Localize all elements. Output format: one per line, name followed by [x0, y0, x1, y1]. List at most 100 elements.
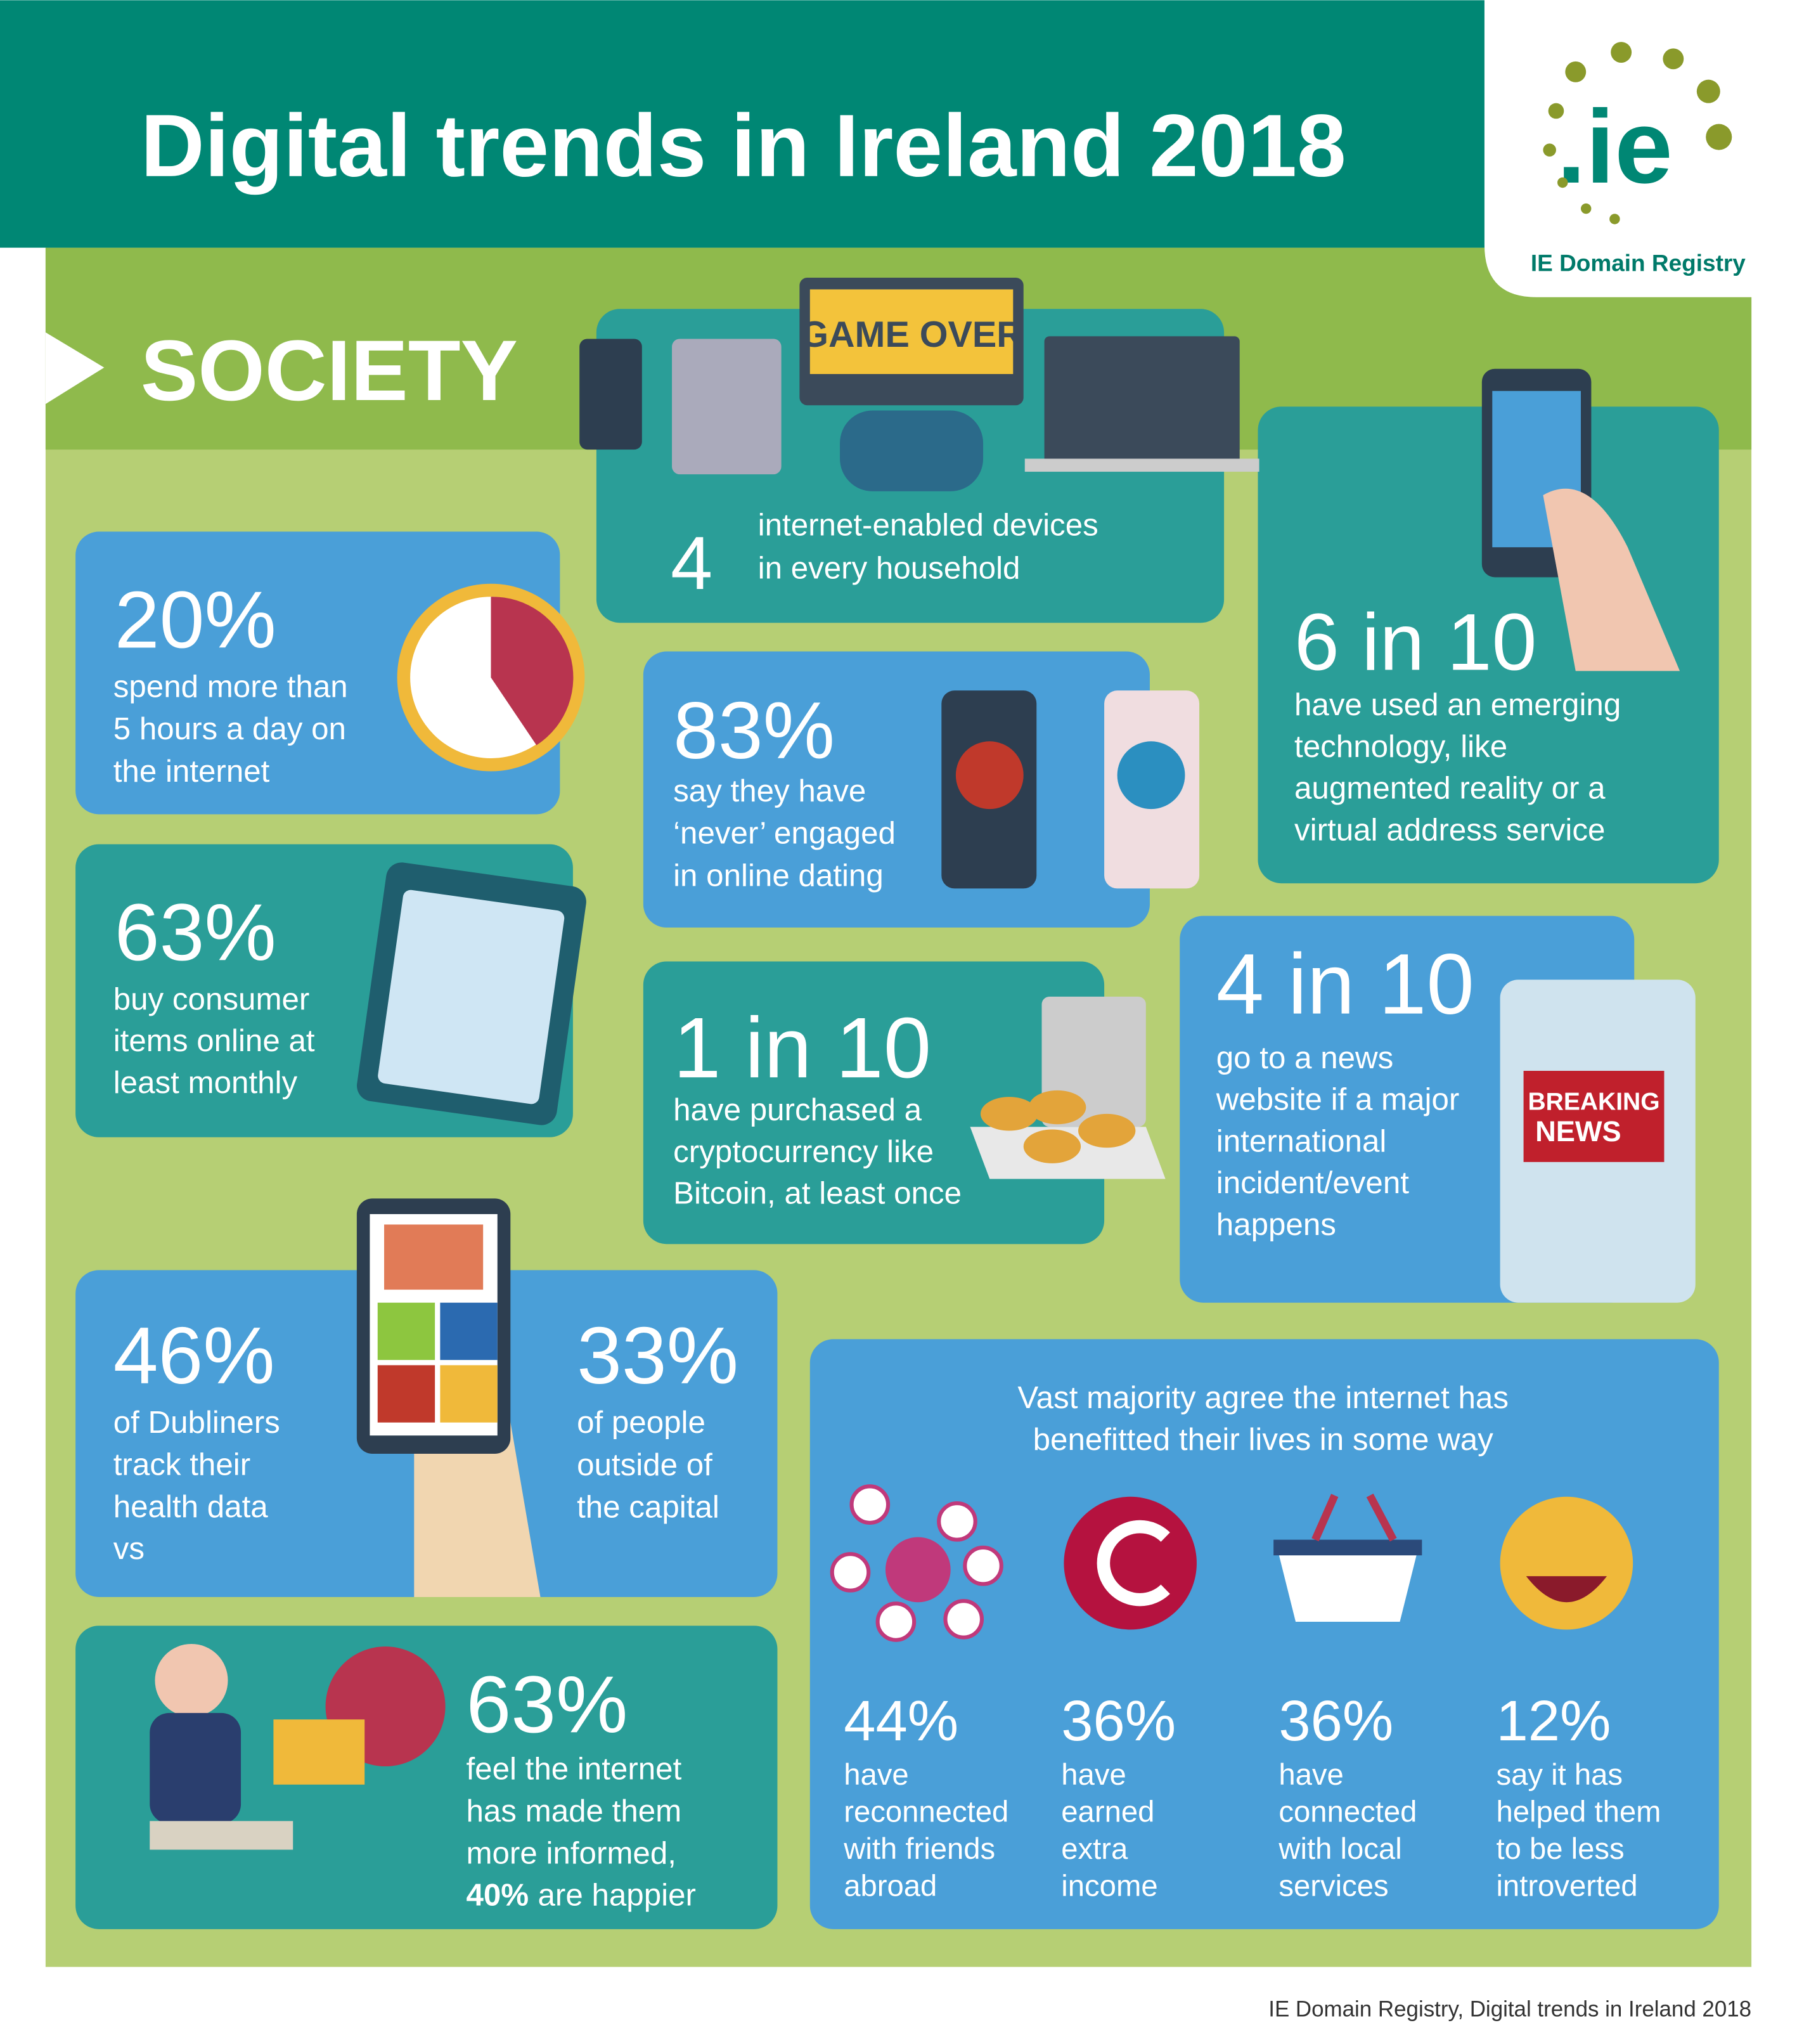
stat-text: internet-enabled devices [758, 508, 1098, 543]
section-title: SOCIETY [141, 322, 518, 418]
stat-text: in online dating [673, 858, 884, 893]
icon [491, 597, 574, 746]
icon-label: BREAKING [1528, 1089, 1659, 1116]
benefit-value: 44% [844, 1689, 958, 1753]
stat-text: items online at [113, 1023, 315, 1058]
icon [150, 1821, 293, 1850]
logo-name: IE Domain Registry [1531, 250, 1746, 276]
benefit-text: earned [1061, 1795, 1154, 1828]
benefit-text: helped them [1496, 1795, 1661, 1828]
stat-text: have used an emerging [1294, 687, 1621, 722]
icon-label: NEWS [1535, 1115, 1621, 1148]
icon [1078, 1113, 1136, 1148]
icon [885, 1537, 951, 1603]
stat-highlight: 40% [466, 1878, 529, 1913]
benefit-heading: benefitted their lives in some way [1033, 1422, 1493, 1457]
benefit-text: have [844, 1758, 908, 1792]
card [75, 1626, 778, 1929]
icon [830, 1552, 871, 1593]
stat-text: website if a major [1216, 1082, 1460, 1117]
stat-text: 40% are happier [466, 1878, 695, 1913]
benefit-value: 36% [1279, 1689, 1393, 1753]
stat-text: the capital [577, 1490, 719, 1525]
icon [1311, 1493, 1397, 1542]
stat-text: buy consumer [113, 981, 310, 1016]
icon-label: GAME OVER [800, 314, 1023, 355]
stat-text: augmented reality or a [1294, 771, 1606, 806]
stat-text: cryptocurrency like [673, 1134, 934, 1169]
stat-value: 33% [577, 1310, 738, 1400]
benefit-text: income [1061, 1869, 1157, 1903]
benefit-text: have [1061, 1758, 1126, 1792]
header-band [0, 0, 1485, 248]
stat-text: happens [1216, 1207, 1336, 1242]
stat-text: of people [577, 1405, 705, 1440]
stat-text: feel the internet [466, 1752, 681, 1787]
benefit-text: introverted [1496, 1869, 1637, 1903]
logo-box [1484, 0, 1797, 297]
benefit-text: to be less [1496, 1832, 1624, 1866]
stat-value: 83% [673, 685, 835, 775]
icon [377, 1365, 435, 1423]
stat-value: 46% [113, 1310, 275, 1400]
benefit-text: have [1279, 1758, 1343, 1792]
icon [1023, 1129, 1081, 1163]
icon [440, 1302, 498, 1361]
stat-value: 1 in 10 [673, 999, 931, 1096]
stat-text: least monthly [113, 1065, 298, 1100]
stat-text: are happier [538, 1878, 696, 1913]
stat-text: in every household [758, 550, 1021, 585]
icon [384, 1224, 484, 1290]
logo-mark: .ie [1557, 88, 1673, 205]
stat-text: more informed, [466, 1835, 676, 1870]
stat-value: 63% [115, 887, 276, 977]
icon [849, 1484, 891, 1525]
icon [1500, 1496, 1633, 1630]
stat-text: ‘never’ engaged [673, 816, 896, 851]
icon [943, 1599, 984, 1640]
icon [273, 1719, 365, 1785]
benefit-text: connected [1279, 1795, 1417, 1828]
icon [1273, 1539, 1422, 1556]
icon [963, 1545, 1003, 1586]
stat-text: has made them [466, 1794, 681, 1828]
icon [1117, 741, 1185, 810]
icon [1028, 1090, 1086, 1125]
stat-text: virtual address service [1294, 812, 1605, 847]
icon [1064, 1496, 1197, 1630]
benefit-heading: Vast majority agree the internet has [1017, 1380, 1509, 1415]
stat-value: 20% [115, 574, 276, 664]
icon [579, 339, 642, 450]
icon [155, 1643, 228, 1717]
stat-text: outside of [577, 1447, 712, 1482]
stat-text: spend more than [113, 669, 348, 704]
icon [840, 410, 984, 491]
benefit-text: with local [1278, 1832, 1401, 1866]
benefit-text: say it has [1496, 1758, 1623, 1792]
logo-dots [1543, 42, 1732, 224]
stat-text: health data [113, 1489, 269, 1524]
card [809, 1339, 1719, 1929]
icon [1276, 1543, 1420, 1622]
icon [1097, 1520, 1170, 1607]
icon [150, 1712, 242, 1824]
icon [1024, 458, 1259, 472]
stat-value: 4 in 10 [1216, 936, 1474, 1032]
stat-text: vs [113, 1531, 145, 1566]
stat-text: say they have [673, 773, 866, 808]
stat-value: 4 [671, 521, 712, 605]
icon [955, 741, 1024, 810]
benefit-text: reconnected [844, 1795, 1008, 1828]
icon [1523, 1071, 1665, 1162]
stat-text: track their [113, 1447, 250, 1482]
stat-text: have purchased a [673, 1092, 922, 1127]
stat-text: of Dubliners [113, 1405, 280, 1440]
icon [672, 339, 782, 475]
section-arrow [45, 332, 105, 404]
stat-value: 63% [466, 1660, 628, 1750]
stat-text: Bitcoin, at least once [673, 1176, 962, 1211]
footer: IE Domain Registry, Digital trends in Ir… [1268, 1996, 1751, 2021]
stat-text: the internet [113, 754, 270, 789]
